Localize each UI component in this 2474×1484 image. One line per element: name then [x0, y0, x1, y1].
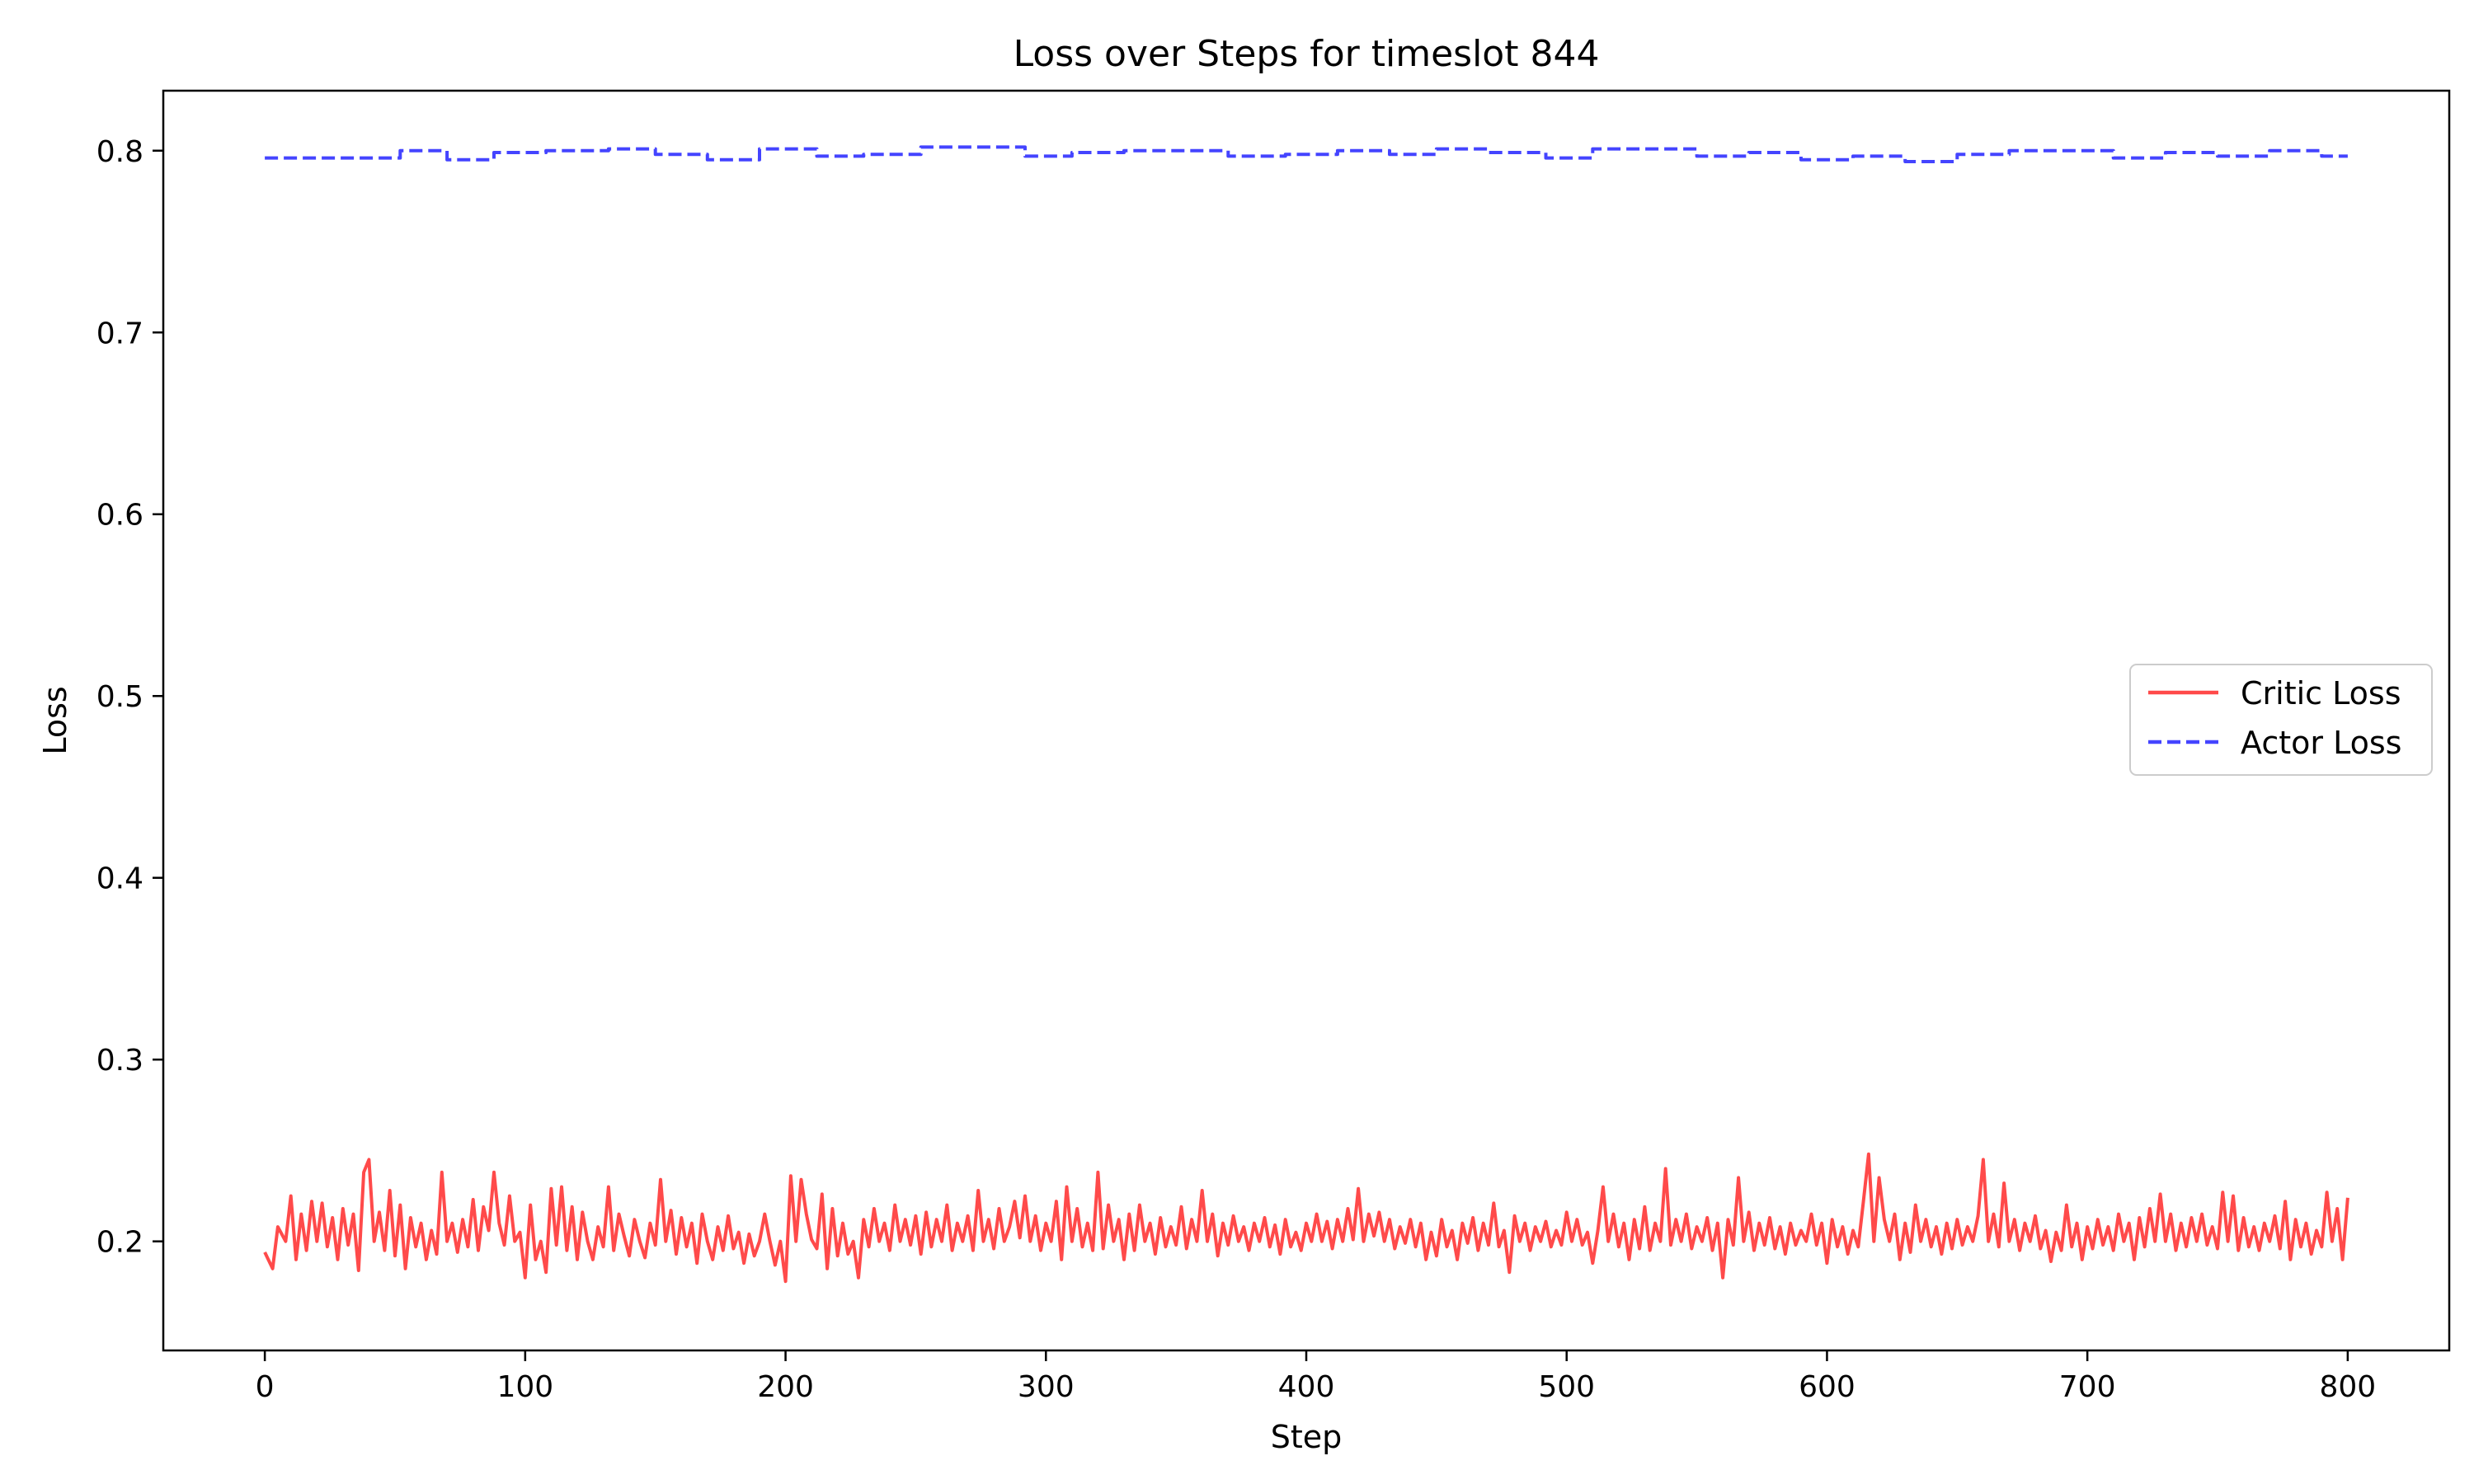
x-axis: 0 100 200 300 400 500 600 700 800 [256, 1350, 2377, 1404]
x-tick-label: 300 [1018, 1370, 1075, 1404]
y-tick-label: 0.8 [96, 135, 143, 169]
x-tick-label: 800 [2320, 1370, 2377, 1404]
legend-label-critic-loss: Critic Loss [2241, 675, 2401, 711]
y-tick-label: 0.6 [96, 499, 143, 533]
x-tick-label: 600 [1799, 1370, 1856, 1404]
y-tick-label: 0.7 [96, 317, 143, 350]
series-line-actor-loss [265, 145, 2348, 163]
y-axis: 0.2 0.3 0.4 0.5 0.6 0.7 0.8 [96, 135, 163, 1260]
x-tick-label: 700 [2059, 1370, 2116, 1404]
series-line-critic-loss [263, 1152, 2349, 1284]
y-tick-label: 0.4 [96, 862, 143, 896]
legend: Critic Loss Actor Loss [2129, 664, 2433, 776]
chart-title: Loss over Steps for timeslot 844 [1014, 33, 1600, 75]
y-tick-label: 0.2 [96, 1226, 143, 1260]
x-axis-label: Step [1271, 1419, 1343, 1455]
y-axis-label: Loss [37, 686, 73, 754]
x-tick-label: 500 [1538, 1370, 1595, 1404]
y-tick-label: 0.3 [96, 1044, 143, 1078]
legend-label-actor-loss: Actor Loss [2241, 725, 2401, 761]
x-tick-label: 200 [757, 1370, 814, 1404]
x-tick-label: 100 [496, 1370, 553, 1404]
y-tick-label: 0.5 [96, 680, 143, 714]
plot-lines [263, 145, 2349, 1284]
x-tick-label: 400 [1278, 1370, 1335, 1404]
x-tick-label: 0 [256, 1370, 275, 1404]
